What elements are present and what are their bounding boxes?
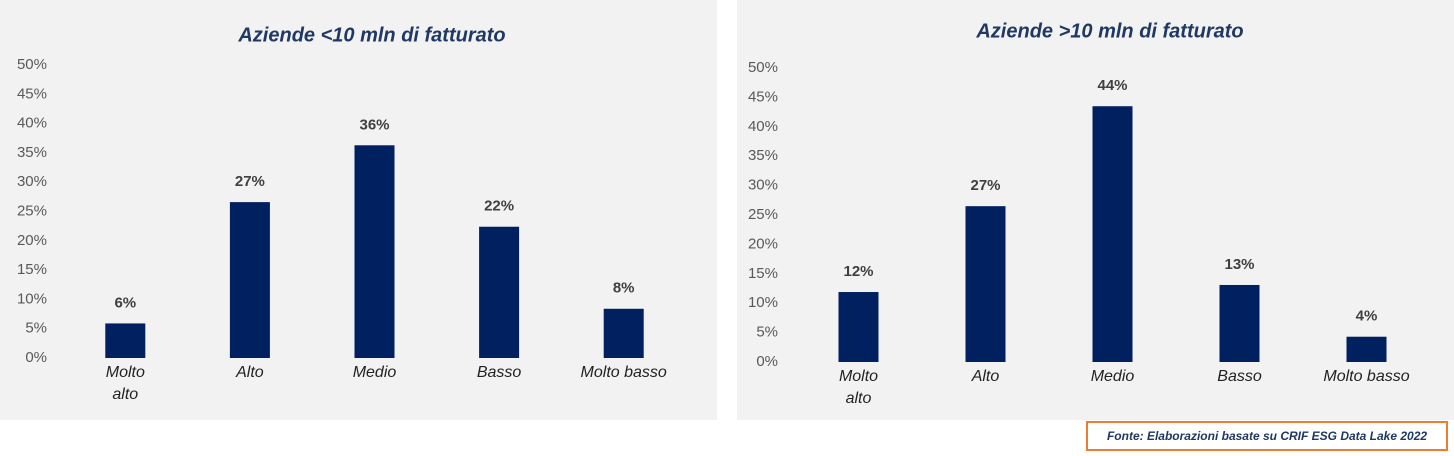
x-label-box: Molto basso — [580, 364, 667, 381]
x-label-box: Medio — [1090, 368, 1135, 385]
y-tick-label: 0% — [756, 353, 778, 370]
value-label: 27% — [235, 173, 265, 190]
y-tick-label: 45% — [748, 88, 778, 105]
x-label-box: Molto alto — [105, 364, 145, 403]
x-label-box: Medio — [352, 364, 397, 381]
value-label: 8% — [613, 280, 635, 297]
x-label-box: Molto alto — [838, 368, 879, 407]
y-tick-label: 10% — [17, 290, 47, 307]
bar — [229, 202, 270, 358]
chart-title: Aziende >10 mln di fatturato — [975, 20, 1243, 42]
x-tick-label: Molto alto — [838, 368, 879, 407]
y-tick-label: 30% — [748, 177, 778, 194]
y-tick-label: 35% — [17, 144, 47, 161]
x-tick-label: Medio — [352, 364, 397, 381]
y-tick-label: 50% — [17, 56, 47, 73]
bar — [1092, 106, 1133, 362]
value-label: 44% — [1097, 77, 1127, 94]
x-tick-label: Basso — [476, 364, 522, 381]
value-label: 27% — [970, 177, 1000, 194]
y-tick-label: 5% — [756, 324, 778, 341]
y-tick-label: 40% — [17, 115, 47, 132]
bar — [1346, 336, 1387, 362]
x-tick-label: Medio — [1090, 368, 1135, 385]
value-label: 22% — [484, 198, 514, 215]
charts: Aziende <10 mln di fatturato 0% 5% 10% 15% 20… — [0, 0, 1454, 420]
y-tick-label: 0% — [25, 349, 47, 366]
y-tick-label: 15% — [17, 261, 47, 278]
y-tick-label: 25% — [17, 202, 47, 219]
y-tick-label: 45% — [17, 85, 47, 102]
x-label-box: Basso — [1217, 368, 1262, 385]
y-tick-label: 50% — [748, 59, 778, 76]
bar — [965, 206, 1006, 362]
y-tick-label: 5% — [25, 320, 47, 337]
bar — [1219, 284, 1260, 362]
bar — [479, 226, 520, 358]
y-tick-label: 30% — [17, 173, 47, 190]
bar — [603, 308, 644, 358]
x-label-box: Alto — [971, 368, 1000, 385]
y-tick-label: 20% — [17, 232, 47, 249]
x-tick-label: Alto — [236, 364, 264, 381]
chart: Aziende >10 mln di fatturato 0% 5% 10% 15% 20… — [748, 20, 1410, 407]
bar — [838, 292, 879, 362]
chart-title: Aziende <10 mln di fatturato — [237, 24, 505, 46]
y-tick-label: 40% — [748, 118, 778, 135]
x-tick-label: Molto basso — [1323, 368, 1410, 385]
x-label-box: Molto basso — [1323, 368, 1410, 385]
y-tick-label: 35% — [748, 147, 778, 164]
x-tick-label: Basso — [1217, 368, 1262, 385]
value-label: 13% — [1224, 256, 1254, 273]
value-label: 12% — [843, 263, 873, 280]
chart: Aziende <10 mln di fatturato 0% 5% 10% 15% 20… — [17, 24, 667, 403]
x-tick-label: Molto alto — [105, 364, 145, 403]
bar — [354, 145, 395, 358]
x-tick-label: Alto — [971, 368, 1000, 385]
source-note: Fonte: Elaborazioni basate su CRIF ESG D… — [1086, 421, 1448, 451]
y-tick-label: 20% — [748, 235, 778, 252]
y-tick-label: 10% — [748, 294, 778, 311]
x-tick-label: Molto basso — [580, 364, 667, 381]
x-label-box: Basso — [476, 364, 522, 381]
y-tick-label: 25% — [748, 206, 778, 223]
y-tick-label: 15% — [748, 265, 778, 282]
x-label-box: Alto — [236, 364, 264, 381]
value-label: 4% — [1356, 308, 1378, 325]
value-label: 36% — [359, 116, 389, 133]
bar — [105, 323, 146, 358]
value-label: 6% — [114, 294, 136, 311]
